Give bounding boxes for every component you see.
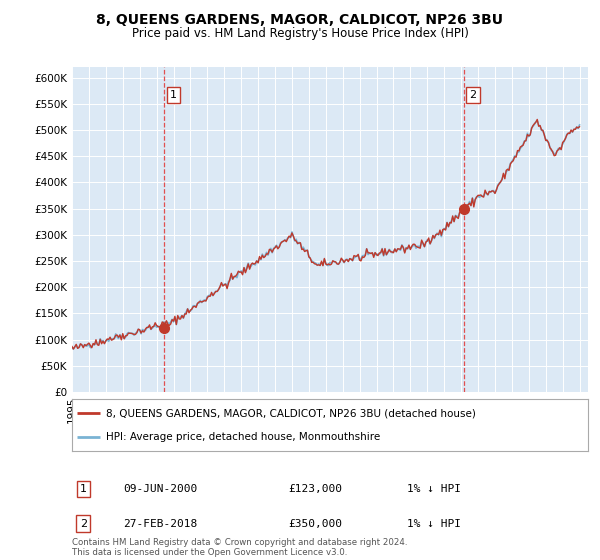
Text: 2: 2 xyxy=(469,90,476,100)
Text: 27-FEB-2018: 27-FEB-2018 xyxy=(124,519,198,529)
Text: £123,000: £123,000 xyxy=(289,484,343,494)
Text: 1% ↓ HPI: 1% ↓ HPI xyxy=(407,519,461,529)
Text: 1: 1 xyxy=(80,484,87,494)
Text: Contains HM Land Registry data © Crown copyright and database right 2024.
This d: Contains HM Land Registry data © Crown c… xyxy=(72,538,407,557)
Text: 1: 1 xyxy=(170,90,177,100)
Text: 1% ↓ HPI: 1% ↓ HPI xyxy=(407,484,461,494)
Text: Price paid vs. HM Land Registry's House Price Index (HPI): Price paid vs. HM Land Registry's House … xyxy=(131,27,469,40)
Text: 8, QUEENS GARDENS, MAGOR, CALDICOT, NP26 3BU: 8, QUEENS GARDENS, MAGOR, CALDICOT, NP26… xyxy=(97,13,503,27)
Text: 09-JUN-2000: 09-JUN-2000 xyxy=(124,484,198,494)
Text: £350,000: £350,000 xyxy=(289,519,343,529)
Text: 2: 2 xyxy=(80,519,87,529)
Text: 8, QUEENS GARDENS, MAGOR, CALDICOT, NP26 3BU (detached house): 8, QUEENS GARDENS, MAGOR, CALDICOT, NP26… xyxy=(106,408,475,418)
Text: HPI: Average price, detached house, Monmouthshire: HPI: Average price, detached house, Monm… xyxy=(106,432,380,442)
